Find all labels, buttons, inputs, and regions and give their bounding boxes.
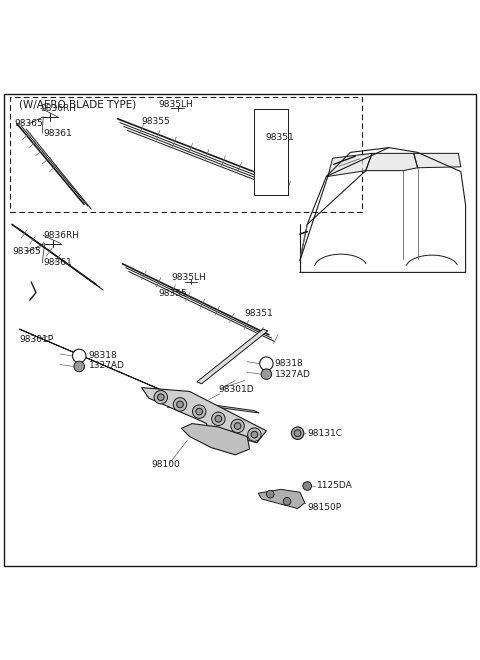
Circle shape <box>303 482 312 490</box>
Text: 98365: 98365 <box>14 119 43 128</box>
Circle shape <box>251 431 258 438</box>
Circle shape <box>154 391 168 404</box>
Polygon shape <box>146 396 259 413</box>
Circle shape <box>74 361 84 372</box>
Circle shape <box>234 422 241 430</box>
Polygon shape <box>414 153 461 168</box>
Circle shape <box>294 430 301 436</box>
Polygon shape <box>181 424 250 455</box>
Text: 98150P: 98150P <box>307 503 341 512</box>
Text: 9836RH: 9836RH <box>41 104 77 113</box>
Text: 98351: 98351 <box>245 309 274 318</box>
Polygon shape <box>258 489 305 509</box>
Polygon shape <box>19 329 187 401</box>
Bar <box>254 109 288 195</box>
Text: 98100: 98100 <box>151 460 180 469</box>
Text: 98301D: 98301D <box>218 385 254 393</box>
Circle shape <box>260 357 273 370</box>
Text: 98361: 98361 <box>43 129 72 138</box>
Circle shape <box>248 428 261 442</box>
Circle shape <box>192 405 206 418</box>
Text: (W/AERO BLADE TYPE): (W/AERO BLADE TYPE) <box>19 100 136 110</box>
Text: 98318: 98318 <box>89 351 118 360</box>
Circle shape <box>215 415 222 422</box>
Text: 1125DA: 1125DA <box>317 482 352 490</box>
Text: 98361: 98361 <box>43 258 72 267</box>
Circle shape <box>291 427 304 440</box>
Text: 9836RH: 9836RH <box>43 231 79 240</box>
Polygon shape <box>328 153 372 176</box>
Text: 1327AD: 1327AD <box>275 370 311 379</box>
Text: 9835LH: 9835LH <box>172 273 206 282</box>
Text: 98200: 98200 <box>166 401 194 411</box>
Text: 98318: 98318 <box>275 358 303 368</box>
Text: 98131C: 98131C <box>307 429 342 438</box>
Circle shape <box>157 394 164 401</box>
Text: 98355: 98355 <box>158 290 187 298</box>
Text: 98351: 98351 <box>265 133 294 143</box>
Text: 1327AD: 1327AD <box>89 362 125 370</box>
Text: 9835LH: 9835LH <box>158 100 193 109</box>
Circle shape <box>231 419 244 433</box>
Polygon shape <box>366 153 418 171</box>
Polygon shape <box>197 329 268 383</box>
Text: 98365: 98365 <box>12 248 41 256</box>
Circle shape <box>283 498 291 505</box>
Text: 98301P: 98301P <box>19 335 53 344</box>
Circle shape <box>196 409 203 415</box>
Polygon shape <box>142 387 266 443</box>
Bar <box>10 97 362 213</box>
Circle shape <box>173 398 187 411</box>
Circle shape <box>261 369 272 380</box>
Text: 98355: 98355 <box>142 117 170 125</box>
Circle shape <box>72 349 86 362</box>
Circle shape <box>212 412 225 426</box>
Circle shape <box>177 401 183 408</box>
Circle shape <box>266 490 274 498</box>
